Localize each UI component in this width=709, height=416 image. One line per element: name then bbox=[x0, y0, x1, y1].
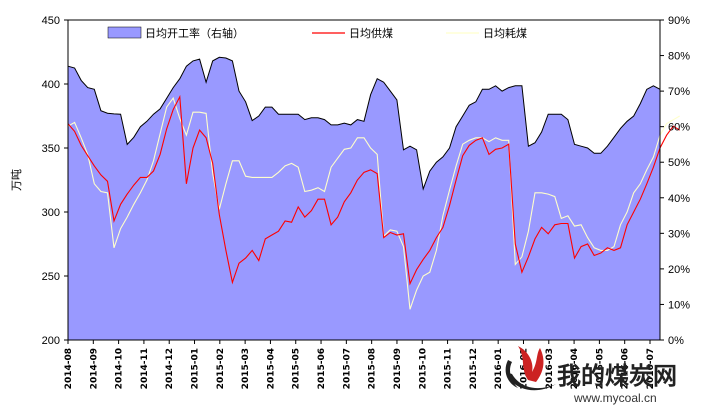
y-right-tick-label: 60% bbox=[668, 122, 690, 134]
legend-swatch-open-rate bbox=[107, 26, 142, 39]
series-open-rate-area bbox=[68, 57, 660, 341]
x-tick-label: 2016-01 bbox=[494, 348, 504, 389]
x-tick-label: 2016-06 bbox=[621, 348, 631, 389]
x-tick-label: 2015-02 bbox=[216, 348, 226, 389]
y-right-tick-label: 80% bbox=[668, 51, 690, 63]
y-left-ticks: 200 250 300 350 400 450 bbox=[42, 15, 68, 347]
y-right-tick-label: 20% bbox=[668, 264, 690, 276]
x-tick-label: 2015-11 bbox=[444, 348, 454, 389]
x-tick-label: 2014-11 bbox=[140, 348, 150, 389]
x-tick-label: 2015-03 bbox=[241, 348, 251, 389]
x-tick-label: 2015-07 bbox=[342, 348, 352, 389]
y-right-tick-label: 70% bbox=[668, 86, 690, 98]
x-tick-label: 2015-04 bbox=[266, 348, 276, 389]
x-tick-label: 2015-09 bbox=[393, 348, 403, 389]
y-right-tick-label: 10% bbox=[668, 299, 690, 311]
watermark-url: www.mycoal.cn bbox=[573, 391, 657, 405]
y-right-tick-label: 50% bbox=[668, 157, 690, 169]
x-tick-label: 2015-01 bbox=[191, 348, 201, 389]
x-tick-label: 2014-10 bbox=[115, 348, 125, 389]
series-consumption-line bbox=[67, 96, 680, 310]
x-tick-label: 2014-12 bbox=[165, 348, 175, 389]
x-tick-label: 2015-10 bbox=[418, 348, 428, 389]
x-tick-label: 2015-06 bbox=[317, 348, 327, 389]
x-tick-label: 2015-05 bbox=[292, 348, 302, 389]
x-tick-label: 2015-12 bbox=[469, 348, 479, 389]
y-left-tick-label: 250 bbox=[42, 271, 60, 283]
series-open-rate-outline bbox=[67, 56, 661, 191]
x-tick-label: 2015-08 bbox=[368, 348, 378, 389]
y-right-tick-label: 0% bbox=[668, 335, 684, 347]
x-tick-label: 2014-08 bbox=[64, 348, 74, 389]
y-right-tick-label: 40% bbox=[668, 193, 690, 205]
watermark: 我的煤炭网 www.mycoal.cn bbox=[505, 346, 677, 405]
y-left-tick-label: 200 bbox=[42, 335, 60, 347]
series-supply-line bbox=[67, 94, 680, 286]
y-right-tick-label: 90% bbox=[668, 15, 690, 27]
y-left-tick-label: 300 bbox=[42, 207, 60, 219]
x-tick-label: 2014-09 bbox=[89, 348, 99, 389]
x-tick-label: 2016-03 bbox=[545, 348, 555, 389]
y-left-tick-label: 400 bbox=[42, 79, 60, 91]
y-left-tick-label: 350 bbox=[42, 143, 60, 155]
y-right-ticks: 0% 10% 20% 30% 40% 50% 60% 70% 80% 90% bbox=[660, 15, 690, 347]
x-tick-label: 2016-05 bbox=[595, 348, 605, 389]
y-axis-label: 万吨 bbox=[10, 169, 23, 191]
y-right-tick-label: 30% bbox=[668, 228, 690, 240]
legend-label-open-rate: 日均开工率（右轴） bbox=[145, 26, 244, 40]
logo-icon bbox=[505, 346, 556, 391]
x-tick-label: 2016-07 bbox=[646, 348, 656, 389]
area-layer bbox=[67, 56, 661, 341]
y-left-tick-label: 450 bbox=[42, 15, 60, 27]
legend-label-supply: 日均供煤 bbox=[349, 26, 393, 40]
legend: 日均开工率（右轴） 日均供煤 日均耗煤 bbox=[107, 26, 527, 40]
legend-label-consumption: 日均耗煤 bbox=[483, 27, 527, 40]
watermark-brand: 我的煤炭网 bbox=[557, 362, 677, 390]
x-tick-label: 2016-04 bbox=[570, 348, 580, 389]
line-layer bbox=[67, 94, 680, 310]
plot-frame bbox=[67, 19, 661, 341]
x-ticks: 2014-08 2014-09 2014-10 2014-11 2014-12 2015-… bbox=[64, 340, 656, 389]
